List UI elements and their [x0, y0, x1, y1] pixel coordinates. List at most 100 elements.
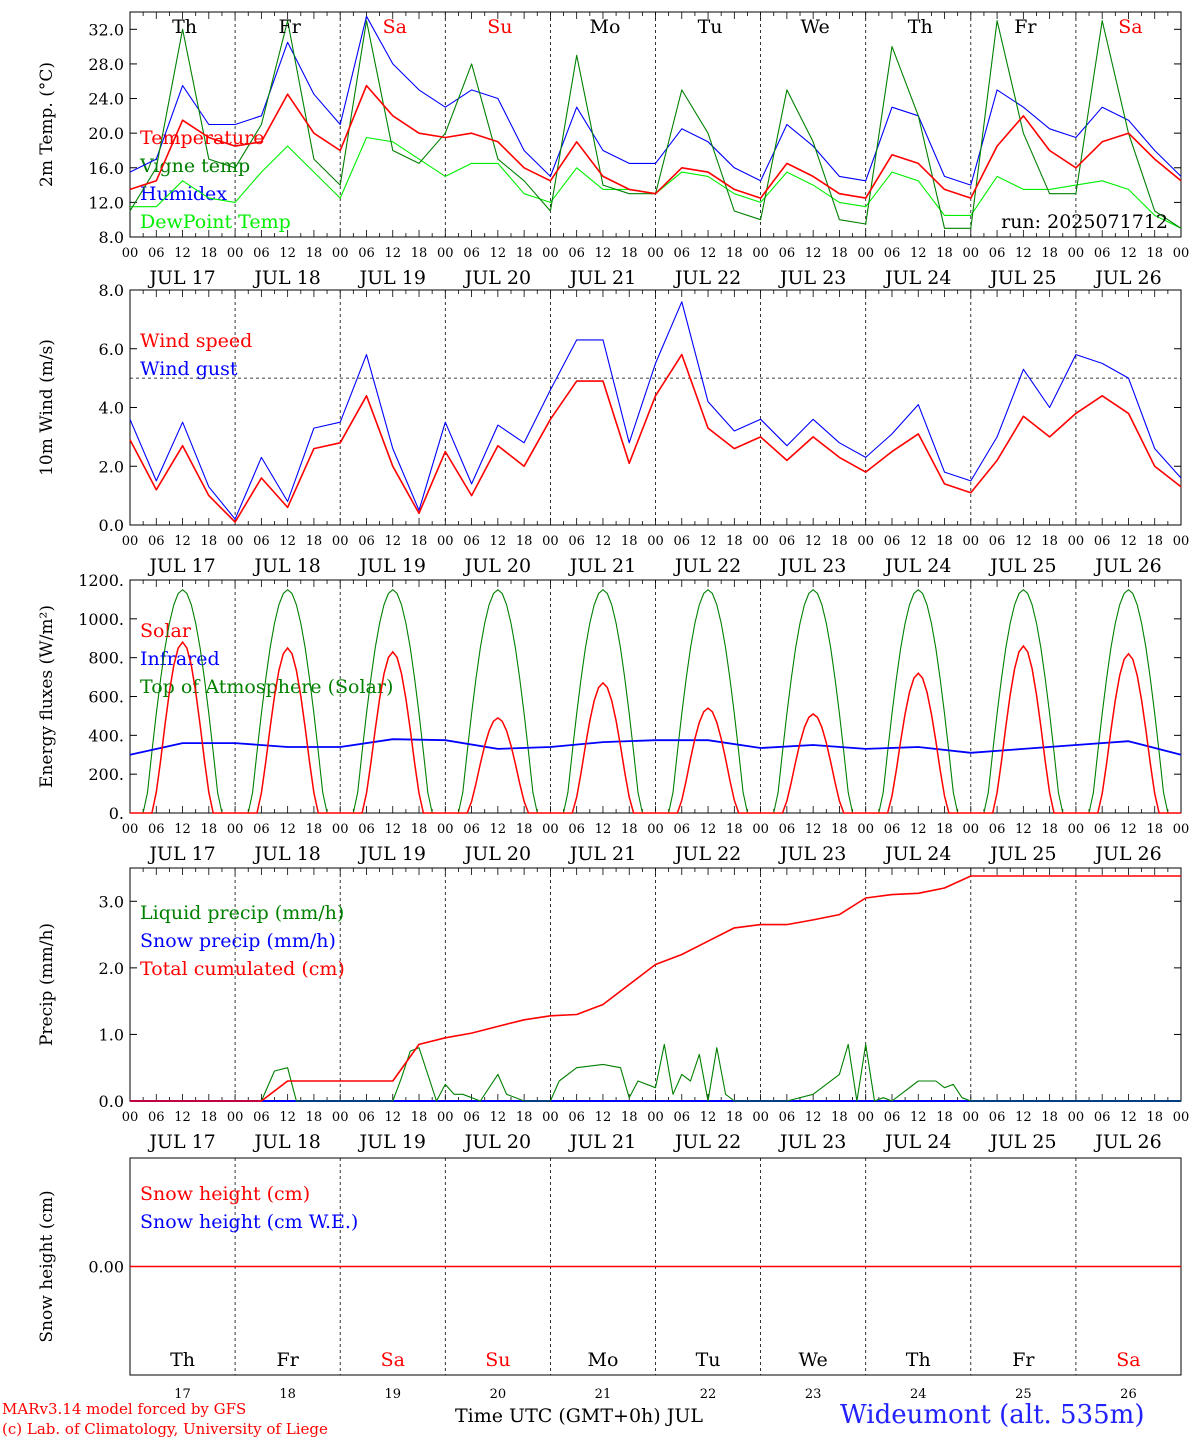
- hour-label: 18: [1146, 534, 1163, 549]
- hour-label: 18: [516, 1110, 533, 1125]
- date-label: JUL 20: [463, 843, 531, 865]
- hour-label: 12: [910, 822, 927, 837]
- y-tick-label: 8.0: [99, 228, 124, 247]
- hour-label: 06: [884, 534, 901, 549]
- station-name: Wideumont (alt. 535m): [840, 1400, 1145, 1430]
- hour-label: 12: [910, 1110, 927, 1125]
- time-axis-label: Time UTC (GMT+0h) JUL: [455, 1405, 703, 1427]
- hour-label: 00: [122, 246, 139, 261]
- hour-label: 18: [201, 534, 218, 549]
- hour-label: 12: [1015, 1110, 1032, 1125]
- hour-label: 06: [674, 1110, 691, 1125]
- hour-label: 18: [1146, 246, 1163, 261]
- hour-label: 12: [700, 1110, 717, 1125]
- hour-label: 18: [411, 534, 428, 549]
- hour-label: 06: [568, 534, 585, 549]
- hour-label: 00: [122, 822, 139, 837]
- model-credit: MARv3.14 model forced by GFS: [2, 1400, 247, 1418]
- y-tick-label: 400.: [88, 726, 124, 745]
- legend-entry: Snow precip (mm/h): [140, 930, 336, 952]
- date-label: JUL 24: [883, 555, 951, 577]
- date-label: JUL 19: [358, 555, 426, 577]
- hour-label: 06: [989, 246, 1006, 261]
- day-name-top: Fr: [1014, 16, 1037, 38]
- hour-label: 00: [647, 1110, 664, 1125]
- hour-label: 06: [358, 246, 375, 261]
- hour-label: 18: [726, 822, 743, 837]
- hour-label: 06: [358, 1110, 375, 1125]
- hour-label: 06: [1094, 1110, 1111, 1125]
- y-tick-label: 1.0: [99, 1025, 124, 1044]
- day-name-bottom: Mo: [587, 1349, 618, 1371]
- day-number: 22: [700, 1387, 717, 1402]
- series-line-wind-speed: [129, 353, 1182, 523]
- hour-label: 06: [674, 822, 691, 837]
- day-name-bottom: Th: [906, 1349, 931, 1371]
- hour-label: 12: [910, 246, 927, 261]
- y-tick-label: 0.: [109, 804, 124, 823]
- hour-label: 00: [647, 822, 664, 837]
- hour-label: 12: [1015, 534, 1032, 549]
- run-annotation: run: 2025071712: [1001, 211, 1168, 233]
- date-label: JUL 19: [358, 267, 426, 289]
- hour-label: 18: [726, 534, 743, 549]
- hour-label: 00: [1173, 246, 1190, 261]
- date-label: JUL 18: [252, 267, 320, 289]
- day-name-top: Mo: [589, 16, 620, 38]
- y-tick-label: 28.0: [88, 55, 124, 74]
- hour-label: 00: [1068, 822, 1085, 837]
- hour-label: 00: [332, 822, 349, 837]
- hour-label: 06: [989, 1110, 1006, 1125]
- day-name-bottom: Fr: [277, 1349, 300, 1371]
- date-label: JUL 25: [988, 555, 1056, 577]
- date-label: JUL 25: [988, 267, 1056, 289]
- y-tick-label: 200.: [88, 765, 124, 784]
- date-label: JUL 26: [1093, 1131, 1161, 1153]
- hour-label: 18: [1041, 246, 1058, 261]
- legend-entry: Vigne temp: [139, 155, 250, 177]
- legend-entry: Humidex: [140, 183, 227, 205]
- hour-label: 06: [148, 246, 165, 261]
- hour-label: 00: [1068, 534, 1085, 549]
- hour-label: 18: [1041, 1110, 1058, 1125]
- date-label: JUL 24: [883, 267, 951, 289]
- hour-label: 00: [752, 246, 769, 261]
- y-axis-label: 10m Wind (m/s): [37, 339, 57, 476]
- date-label: JUL 18: [252, 1131, 320, 1153]
- hour-label: 00: [227, 246, 244, 261]
- series-line-total-cumulated: [130, 875, 1181, 1102]
- hour-label: 06: [779, 1110, 796, 1125]
- legend-entry: Top of Atmosphere (Solar): [140, 676, 393, 698]
- y-tick-label: 3.0: [99, 892, 124, 911]
- hour-label: 18: [516, 246, 533, 261]
- date-label: JUL 26: [1093, 555, 1161, 577]
- day-name-top: Fr: [279, 16, 302, 38]
- hour-label: 00: [963, 534, 980, 549]
- hour-label: 12: [1120, 1110, 1137, 1125]
- day-name-top: Th: [908, 16, 933, 38]
- date-label: JUL 26: [1093, 267, 1161, 289]
- date-label: JUL 24: [883, 843, 951, 865]
- series-line-wind-gust: [129, 301, 1182, 520]
- legend-entry: Temperature: [140, 127, 264, 149]
- hour-label: 12: [174, 246, 191, 261]
- y-tick-label: 0.0: [99, 516, 124, 535]
- hour-label: 12: [700, 246, 717, 261]
- day-number: 25: [1015, 1387, 1032, 1402]
- hour-label: 18: [411, 1110, 428, 1125]
- hour-label: 18: [621, 246, 638, 261]
- legend-entry: DewPoint Temp: [140, 211, 291, 233]
- day-name-top: Th: [172, 16, 197, 38]
- hour-label: 00: [437, 246, 454, 261]
- hour-label: 00: [227, 822, 244, 837]
- hour-label: 06: [148, 1110, 165, 1125]
- legend-entry: Wind speed: [140, 330, 252, 352]
- hour-label: 18: [726, 1110, 743, 1125]
- hour-label: 12: [1120, 534, 1137, 549]
- legend-entry: Liquid precip (mm/h): [140, 902, 344, 924]
- date-label: JUL 22: [673, 843, 741, 865]
- y-tick-label: 4.0: [99, 399, 124, 418]
- day-number: 18: [279, 1387, 296, 1402]
- panel-frame: [129, 11, 1182, 238]
- hour-label: 12: [595, 246, 612, 261]
